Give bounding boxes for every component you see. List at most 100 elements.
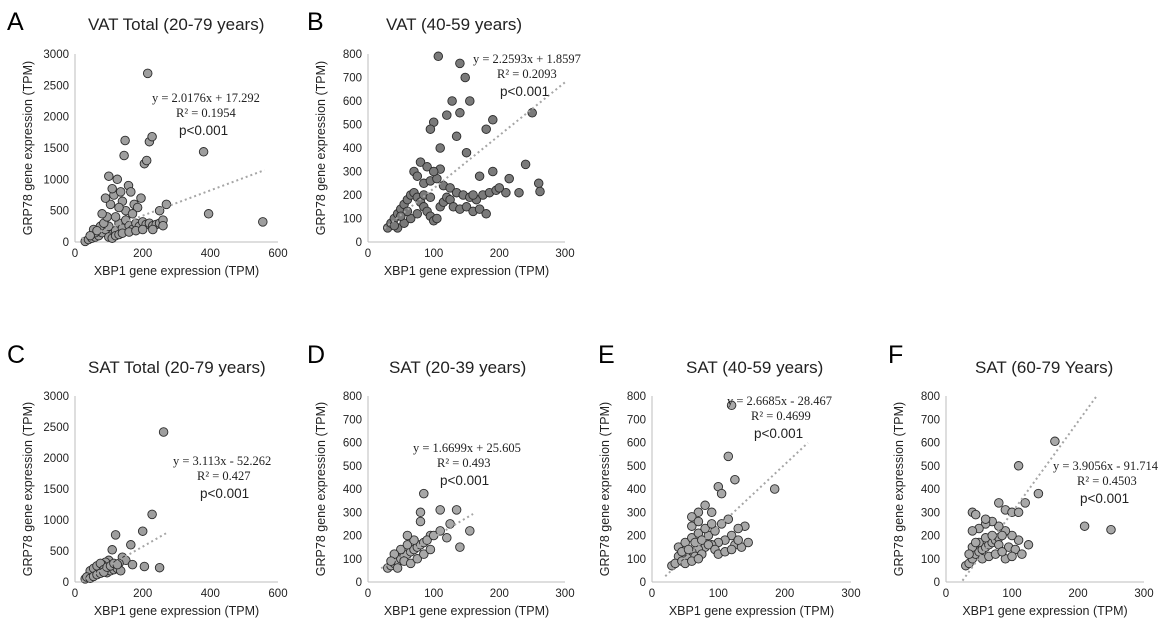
panel-b-point <box>461 202 472 212</box>
panel-c-y-tick-label: 2500 <box>43 422 69 434</box>
panel-c-equation: y = 3.113x - 52.262 <box>173 454 271 468</box>
panel-e-equation: y = 2.6685x - 28.467 <box>727 394 832 408</box>
panel-a-point <box>141 155 152 166</box>
panel-e-x-tick-label: 100 <box>709 588 728 600</box>
panel-c-p-value: p<0.001 <box>200 486 249 501</box>
panel-b-point <box>474 171 485 181</box>
panel-a-y-tick-label: 1500 <box>43 143 69 155</box>
panel-b-point <box>442 110 452 120</box>
panel-a-equation: y = 2.0176x + 17.292 <box>152 91 260 105</box>
panel-e-point <box>733 535 743 545</box>
panel-d-point <box>435 505 445 515</box>
panel-b-trendline <box>383 81 566 230</box>
panel-b-point <box>494 183 505 193</box>
panel-f-x-tick-label: 300 <box>1134 588 1153 600</box>
panel-b-point <box>445 183 455 193</box>
panel-b-x-tick-label: 300 <box>555 248 574 260</box>
panel-f-title: SAT (60-79 Years) <box>975 358 1113 377</box>
panel-b-x-axis-title: XBP1 gene expression (TPM) <box>384 264 549 278</box>
panel-b-point <box>455 58 465 69</box>
panel-b-title: VAT (40-59 years) <box>386 15 522 34</box>
panel-f-point <box>1020 498 1030 508</box>
panel-e-letter: E <box>598 341 615 369</box>
panel-f-point <box>970 509 981 520</box>
panel-a-point <box>110 212 121 222</box>
panel-a-point <box>107 183 117 194</box>
panel-d-x-tick-label: 0 <box>365 588 371 600</box>
panel-b-y-tick-label: 600 <box>343 96 362 108</box>
panel-a-r-squared: R² = 0.1954 <box>176 106 237 120</box>
panel-f-x-axis-title: XBP1 gene expression (TPM) <box>962 604 1127 618</box>
panel-b-y-tick-label: 400 <box>343 143 362 155</box>
panel-d-y-tick-label: 700 <box>343 414 362 426</box>
panel-f-p-value: p<0.001 <box>1080 491 1129 506</box>
panel-b-point <box>481 124 491 134</box>
panel-d-x-tick-label: 300 <box>555 588 574 600</box>
panel-d-points <box>382 488 475 573</box>
panel-b-y-axis-title: GRP78 gene expression (TPM) <box>314 61 328 235</box>
panel-e-point <box>726 400 737 411</box>
panel-a-y-tick-label: 0 <box>63 237 69 249</box>
panel-b-point <box>488 115 498 125</box>
panel-d: D SAT (20-39 years) 0 100 200 300 0 100 200 300 40… <box>307 341 575 618</box>
panel-b-point <box>433 51 444 62</box>
panel-a-point <box>100 193 111 203</box>
panel-e-x-tick-label: 0 <box>649 588 655 600</box>
panel-e-p-value: p<0.001 <box>754 426 803 441</box>
panel-c-point <box>147 509 157 520</box>
panel-c: C SAT Total (20-79 years) 0 200 400 600 0 500 10… <box>7 341 288 618</box>
panel-a-points <box>80 68 268 247</box>
panel-b-point <box>412 171 423 181</box>
panel-a-point <box>258 217 268 227</box>
panel-c-y-tick-label: 500 <box>50 546 69 558</box>
panel-a-y-tick-label: 2500 <box>43 80 69 92</box>
panel-f-point <box>967 526 978 536</box>
panel-b-point <box>501 187 511 198</box>
panel-a-point <box>112 174 123 185</box>
panel-d-y-tick-label: 100 <box>343 554 362 566</box>
panel-d-letter: D <box>307 341 325 369</box>
panel-f-x-tick-label: 0 <box>943 588 949 600</box>
panel-b-point <box>460 72 470 83</box>
panel-b-point <box>468 190 478 200</box>
panel-d-y-tick-label: 400 <box>343 484 362 496</box>
panel-a-point <box>148 224 158 235</box>
panel-d-y-tick-label: 200 <box>343 531 362 543</box>
panel-f-point <box>970 537 981 548</box>
panel-f-point <box>1013 461 1024 471</box>
panel-f-y-tick-label: 700 <box>921 414 940 426</box>
panel-a-letter: A <box>7 8 24 36</box>
panel-d-point <box>455 542 465 552</box>
panel-e-y-tick-label: 300 <box>627 507 646 519</box>
panel-c-point <box>158 427 169 437</box>
panel-a-point <box>132 202 143 213</box>
panel-b-point <box>389 220 400 231</box>
panel-c-y-tick-label: 1500 <box>43 484 69 496</box>
panel-b-point <box>422 162 432 172</box>
panel-e-y-tick-label: 500 <box>627 461 646 473</box>
panel-f-letter: F <box>888 341 903 369</box>
panel-b-point <box>425 192 436 203</box>
panel-a: A VAT Total (20-79 years) 0 200 400 600 0 500 10… <box>7 8 288 278</box>
panel-d-y-tick-label: 0 <box>356 577 362 589</box>
panel-b-letter: B <box>307 8 324 36</box>
panel-d-title: SAT (20-39 years) <box>389 358 526 377</box>
panel-c-x-tick-label: 0 <box>72 588 78 600</box>
panel-a-point <box>126 187 136 197</box>
panel-e-y-tick-label: 0 <box>640 577 646 589</box>
panel-d-point <box>419 549 429 559</box>
panel-d-x-axis-title: XBP1 gene expression (TPM) <box>384 604 549 618</box>
panel-b-p-value: p<0.001 <box>500 84 549 99</box>
panel-a-p-value: p<0.001 <box>179 123 228 138</box>
panel-d-y-tick-label: 500 <box>343 461 362 473</box>
panel-b-point <box>465 96 475 106</box>
panel-f-point <box>994 498 1004 508</box>
panel-b-point <box>432 213 442 224</box>
panel-b-point <box>527 108 537 118</box>
panel-c-point <box>137 526 148 536</box>
panel-b-point <box>428 166 439 177</box>
panel-f: F SAT (60-79 Years) 0 100 200 300 0 100 200 300 40… <box>888 341 1159 618</box>
panel-f-point <box>1079 521 1090 531</box>
panel-f-y-tick-label: 0 <box>934 577 940 589</box>
panel-a-point <box>115 187 126 197</box>
